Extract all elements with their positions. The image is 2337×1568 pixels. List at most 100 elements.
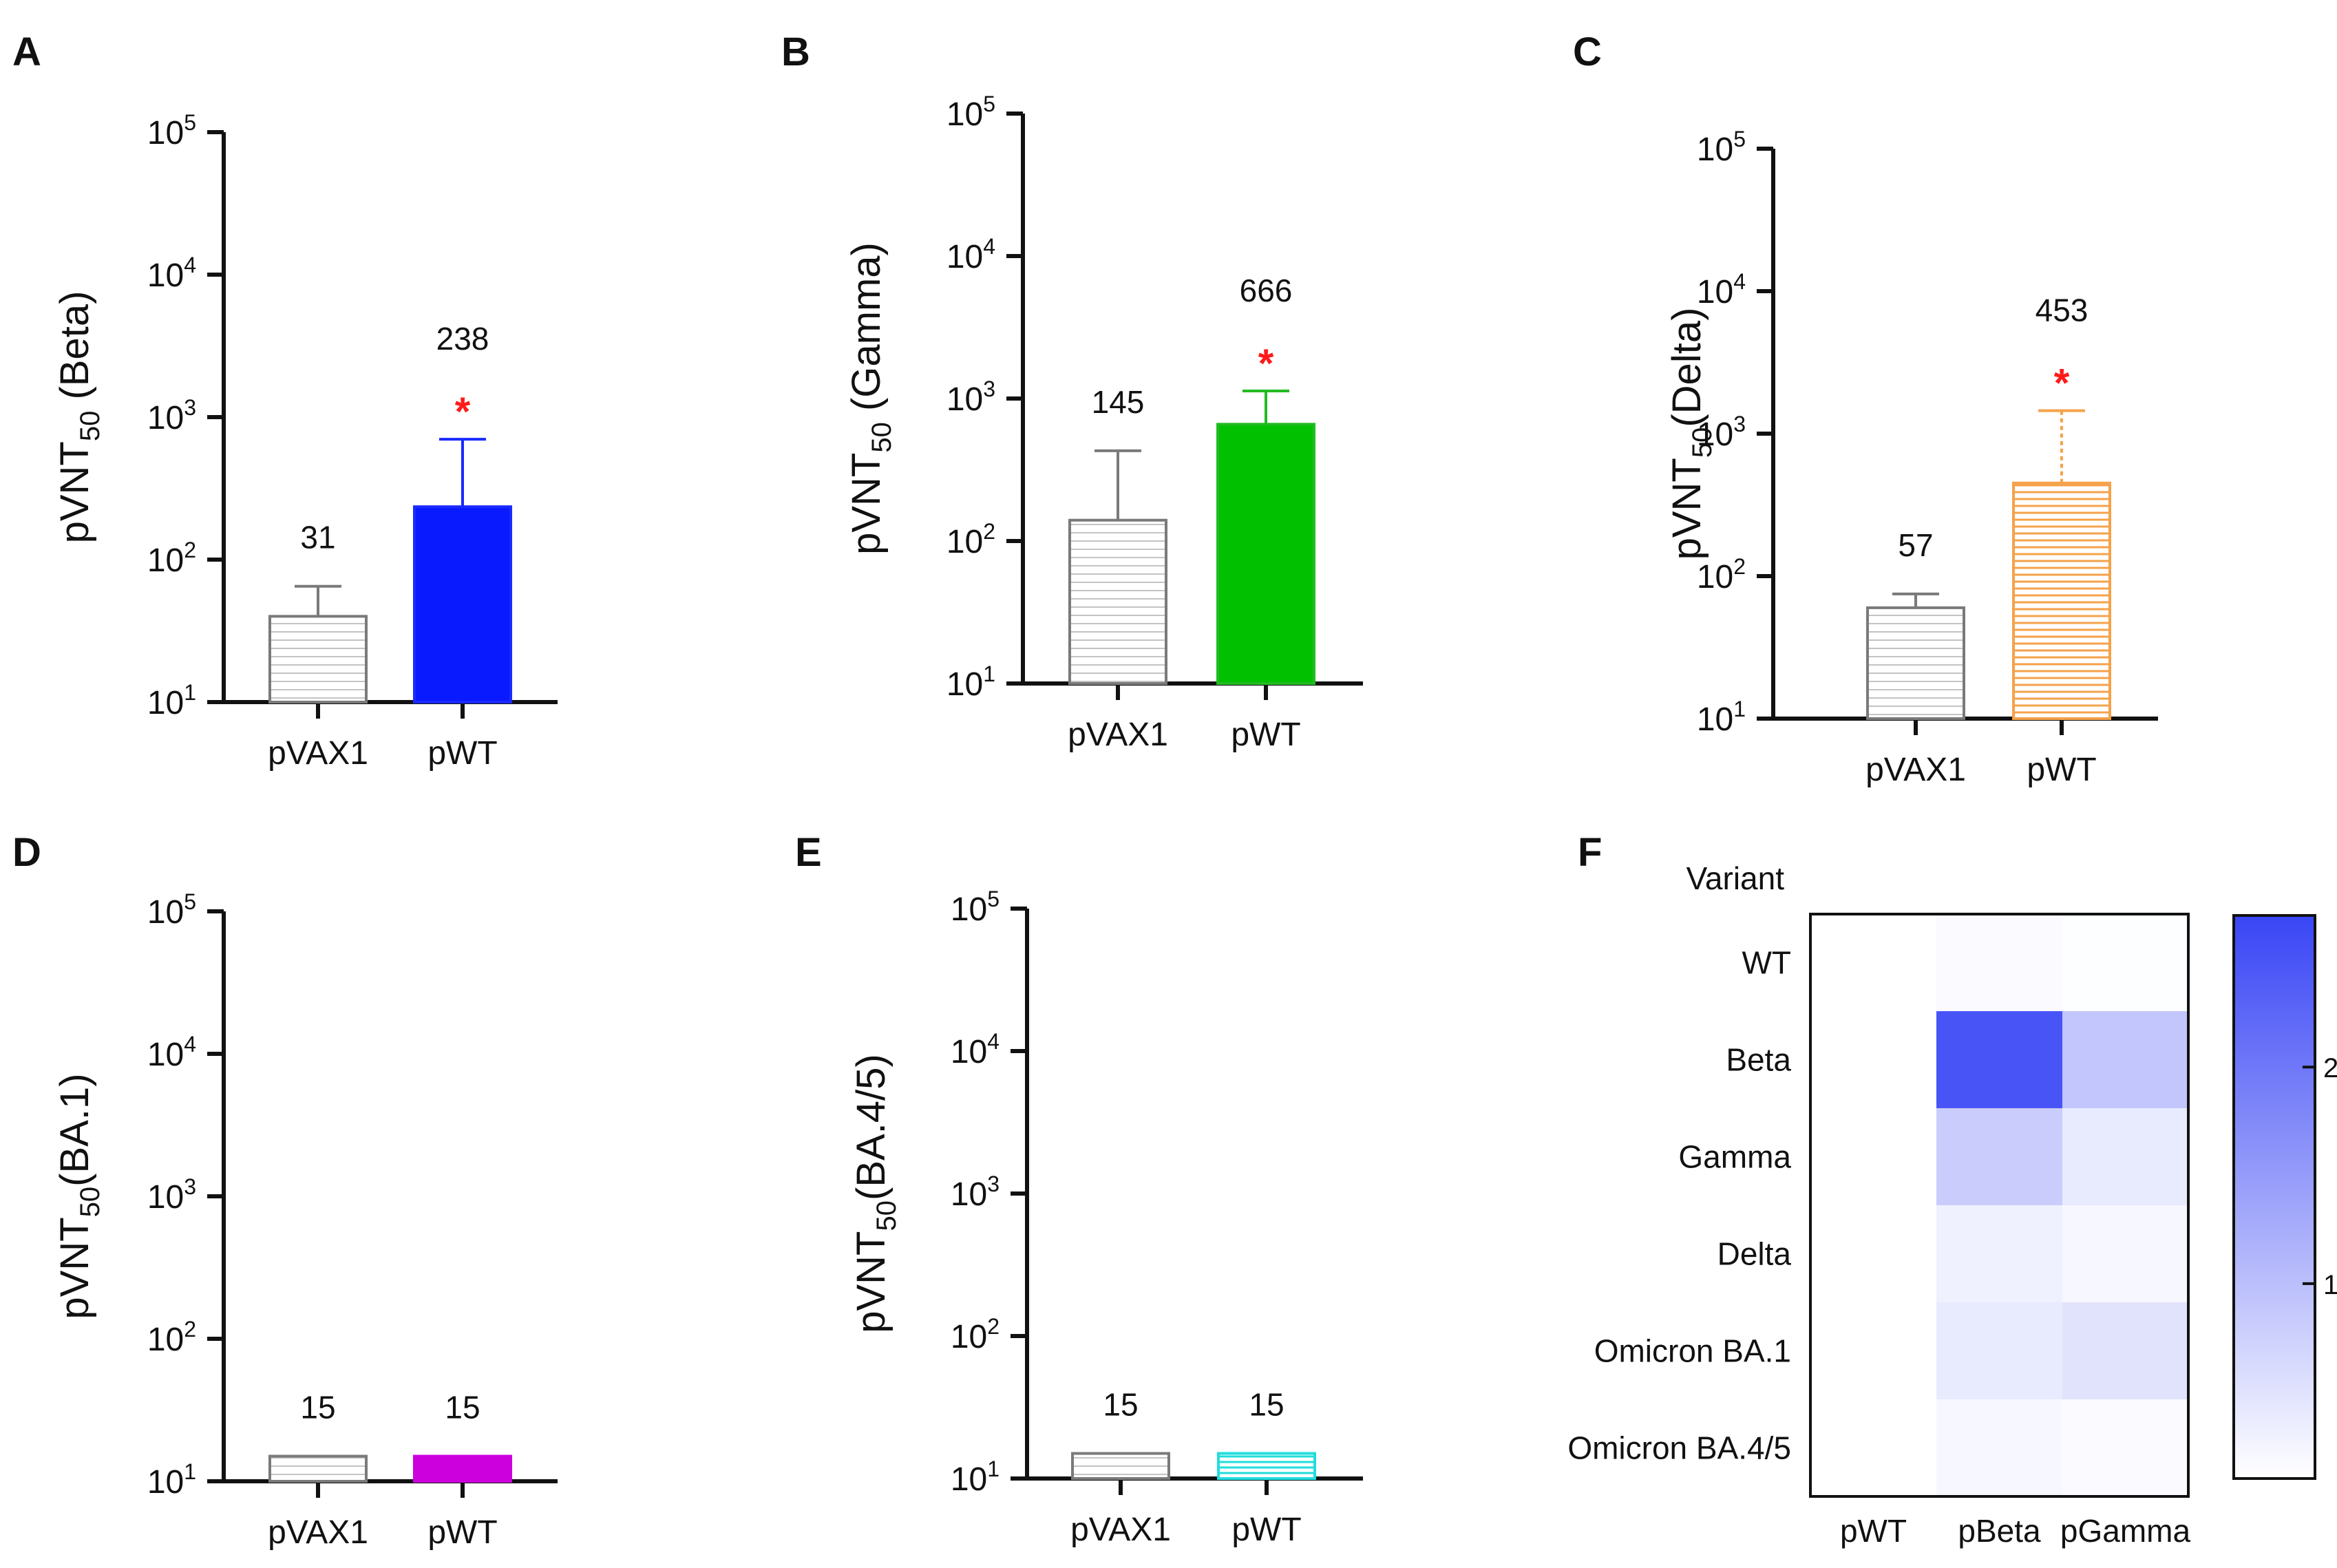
colorbar xyxy=(2232,914,2316,1480)
bar-pwt xyxy=(1216,423,1315,686)
bar-pvax1 xyxy=(1071,1452,1170,1480)
heatmap-cell xyxy=(1810,914,1937,1012)
y-axis-label: pVNT50 (Beta) xyxy=(52,291,105,544)
x-tick-label: pWT xyxy=(427,1514,497,1551)
y-axis-label: pVNT50(BA.1) xyxy=(52,1073,105,1319)
panel-letter: E xyxy=(795,830,822,875)
row-label: Delta xyxy=(1717,1236,1792,1272)
y-tick-label: 104 xyxy=(147,253,196,294)
y-tick-label: 104 xyxy=(147,1032,196,1073)
x-tick-label: pVAX1 xyxy=(1865,752,1966,788)
bar-pvax1 xyxy=(1866,606,1965,720)
heatmap-cell xyxy=(1810,1399,1937,1497)
y-tick-label: 103 xyxy=(147,1174,196,1216)
row-label: Omicron BA.1 xyxy=(1594,1333,1791,1369)
column-label: pWT xyxy=(1840,1513,1907,1549)
heatmap-cell xyxy=(2062,1108,2189,1206)
significance-star: * xyxy=(1258,341,1274,386)
row-label: Gamma xyxy=(1678,1139,1791,1175)
panel-letter: C xyxy=(1573,30,1602,74)
panel-a: A 101 102 103 104 105 pVNT50 (Beta) pVAX1 31 pWT 2… xyxy=(12,30,558,772)
heatmap-cell xyxy=(1936,1108,2063,1206)
data-label: 15 xyxy=(445,1390,480,1426)
data-label: 666 xyxy=(1240,273,1293,308)
panel-d: D 101 102 103 104 105 pVNT50(BA.1) pVAX1 15 pWT 15 xyxy=(12,830,558,1551)
data-label: 15 xyxy=(1103,1387,1138,1423)
bar-pwt xyxy=(413,1454,512,1483)
heatmap-cell xyxy=(2062,1205,2189,1303)
bar-pwt xyxy=(413,505,512,703)
panel-c: C 101 102 103 104 105 pVNT50(Delta) pVAX1 57 pWT 4… xyxy=(1573,30,2158,788)
x-tick-label: pWT xyxy=(2027,752,2096,788)
data-label: 31 xyxy=(300,520,335,555)
y-axis-label: pVNT50(BA.4/5) xyxy=(849,1054,902,1333)
colorbar-tick-label: 20 xyxy=(2323,1053,2337,1083)
bar-pwt xyxy=(2012,481,2111,721)
y-tick-label: 103 xyxy=(951,1172,1000,1213)
y-tick-label: 103 xyxy=(147,395,196,436)
significance-star: * xyxy=(455,390,471,434)
heatmap-cell xyxy=(1810,1108,1937,1206)
y-tick-label: 105 xyxy=(147,110,196,151)
panel-letter: A xyxy=(12,30,41,74)
y-axis-label: pVNT50 (Gamma) xyxy=(844,242,897,555)
y-tick-label: 103 xyxy=(1697,412,1746,453)
y-tick-label: 101 xyxy=(147,680,196,721)
bar-pvax1 xyxy=(268,1454,368,1483)
x-tick-label: pWT xyxy=(427,735,497,772)
heatmap-cell xyxy=(1936,1302,2063,1400)
x-tick-label: pWT xyxy=(1231,717,1300,753)
row-label: Beta xyxy=(1726,1042,1791,1078)
y-tick-label: 105 xyxy=(947,92,995,133)
y-tick-label: 101 xyxy=(147,1459,196,1501)
heatmap-cell xyxy=(1936,1399,2063,1497)
row-label: WT xyxy=(1742,945,1791,981)
y-axis-label: pVNT50(Delta) xyxy=(1664,308,1717,560)
heatmap-cell xyxy=(2062,1399,2189,1497)
bar-pvax1 xyxy=(268,615,368,704)
colorbar-tick-label: 10 xyxy=(2323,1270,2337,1300)
panel-b: B 101 102 103 104 105 pVNT50 (Gamma) pVAX1 145 pW… xyxy=(781,30,1363,753)
y-tick-label: 102 xyxy=(147,538,196,579)
row-label: Omicron BA.4/5 xyxy=(1567,1430,1791,1466)
y-tick-label: 104 xyxy=(947,234,995,275)
y-tick-label: 101 xyxy=(1697,697,1746,738)
y-tick-label: 102 xyxy=(1697,554,1746,595)
x-tick-label: pVAX1 xyxy=(268,735,368,772)
y-tick-label: 102 xyxy=(947,519,995,560)
bar-pvax1 xyxy=(1068,518,1167,686)
y-tick-label: 105 xyxy=(147,889,196,931)
x-tick-label: pWT xyxy=(1231,1512,1301,1548)
data-label: 15 xyxy=(300,1390,335,1426)
y-tick-label: 102 xyxy=(951,1314,1000,1355)
heatmap-cell xyxy=(1936,1011,2063,1109)
column-label: pBeta xyxy=(1958,1513,2041,1549)
y-tick-label: 103 xyxy=(947,377,995,418)
y-tick-label: 101 xyxy=(947,661,995,703)
x-tick-label: pVAX1 xyxy=(268,1514,368,1551)
bar-pwt xyxy=(1217,1452,1316,1480)
y-tick-label: 104 xyxy=(1697,269,1746,310)
heatmap-cell xyxy=(1936,1205,2063,1303)
panel-letter: D xyxy=(12,830,41,875)
y-tick-label: 105 xyxy=(1697,127,1746,168)
row-header: Variant xyxy=(1686,860,1785,896)
heatmap-cell xyxy=(1810,1205,1937,1303)
data-label: 238 xyxy=(436,321,489,357)
panel-f: F Variant WT Beta Gamma Delta Omicron BA.1 Omic… xyxy=(1567,830,2337,1549)
heatmap-cell xyxy=(2062,1302,2189,1400)
significance-star: * xyxy=(2054,361,2070,406)
column-label: pGamma xyxy=(2060,1513,2191,1549)
heatmap-cell xyxy=(2062,914,2189,1012)
y-tick-label: 102 xyxy=(147,1317,196,1358)
heatmap-cell xyxy=(1936,914,2063,1012)
heatmap-cell xyxy=(2062,1011,2189,1109)
heatmap-cell xyxy=(1810,1302,1937,1400)
heatmap-cell xyxy=(1810,1011,1937,1109)
y-tick-label: 104 xyxy=(951,1029,1000,1070)
heatmap-frame xyxy=(1809,913,2190,1498)
panel-letter: F xyxy=(1578,830,1602,875)
x-tick-label: pVAX1 xyxy=(1068,717,1168,753)
panel-letter: B xyxy=(781,30,810,74)
